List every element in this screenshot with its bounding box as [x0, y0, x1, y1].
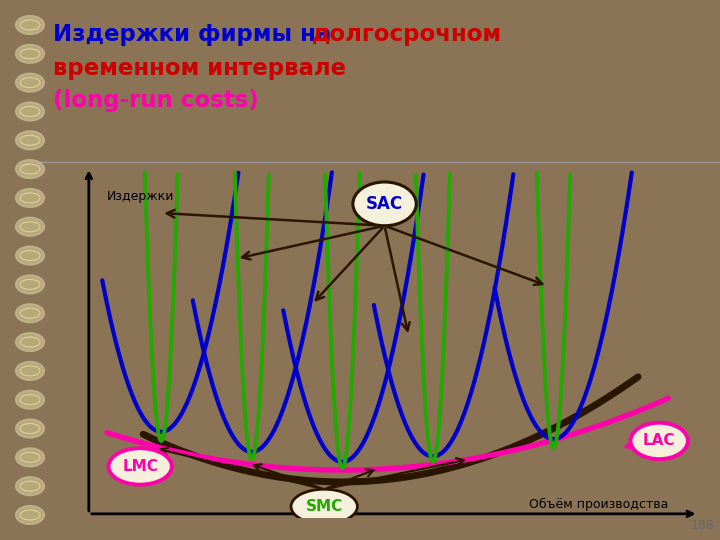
Ellipse shape: [16, 362, 44, 380]
Text: LAC: LAC: [643, 434, 675, 448]
Text: Издержки фирмы на: Издержки фирмы на: [53, 24, 339, 46]
Text: долгосрочном: долгосрочном: [312, 24, 502, 46]
Ellipse shape: [16, 131, 44, 149]
Text: (long-run costs): (long-run costs): [53, 89, 258, 111]
Ellipse shape: [353, 182, 416, 226]
Ellipse shape: [109, 448, 172, 485]
Ellipse shape: [16, 448, 44, 467]
Text: SAC: SAC: [366, 195, 403, 213]
Ellipse shape: [16, 247, 44, 265]
Ellipse shape: [16, 333, 44, 351]
Ellipse shape: [16, 477, 44, 495]
Ellipse shape: [16, 391, 44, 409]
Ellipse shape: [291, 489, 357, 524]
Text: временном интервале: временном интервале: [53, 57, 346, 79]
Ellipse shape: [16, 16, 44, 34]
Ellipse shape: [16, 45, 44, 63]
Ellipse shape: [16, 218, 44, 236]
Text: SMC: SMC: [305, 499, 343, 514]
Text: Издержки: Издержки: [107, 190, 174, 203]
Ellipse shape: [16, 103, 44, 120]
Text: LMC: LMC: [122, 459, 158, 474]
Ellipse shape: [16, 304, 44, 322]
Text: 188: 188: [690, 519, 714, 532]
Ellipse shape: [16, 420, 44, 437]
Ellipse shape: [16, 73, 44, 92]
Ellipse shape: [631, 423, 688, 459]
Ellipse shape: [16, 160, 44, 178]
Text: Объём производства: Объём производства: [529, 497, 669, 510]
Ellipse shape: [16, 506, 44, 524]
Ellipse shape: [16, 189, 44, 207]
Ellipse shape: [16, 275, 44, 293]
